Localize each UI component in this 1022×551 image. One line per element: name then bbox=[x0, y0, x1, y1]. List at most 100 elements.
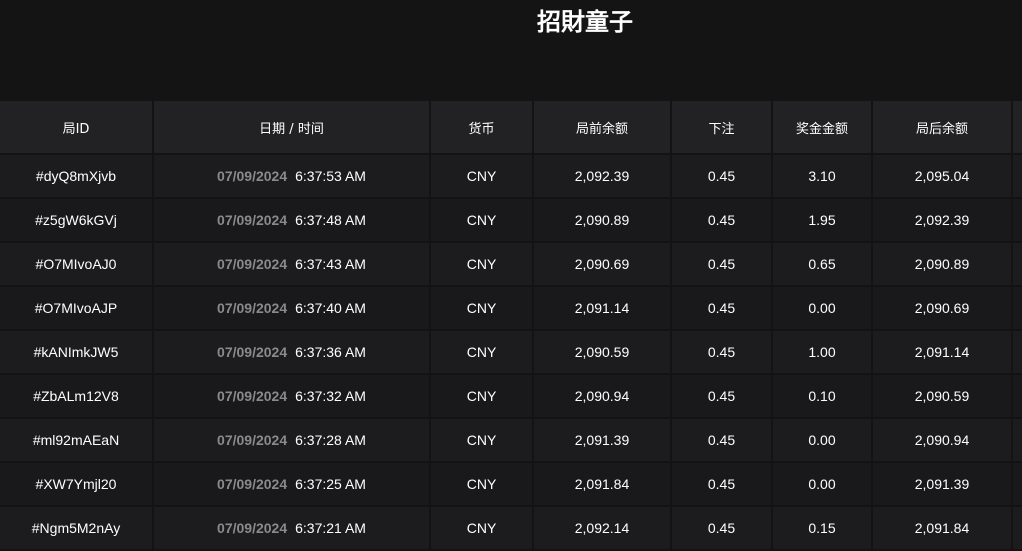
extra-cell bbox=[1012, 418, 1022, 463]
table-row[interactable]: #ZbALm12V8 07/09/2024 6:37:32 AM CNY 2,090.9… bbox=[0, 374, 1022, 419]
time: 6:37:48 AM bbox=[295, 212, 366, 228]
extra-cell bbox=[1012, 330, 1022, 375]
extra-cell bbox=[1012, 374, 1022, 419]
balance-before-cell: 2,091.84 bbox=[533, 462, 672, 507]
time: 6:37:32 AM bbox=[295, 388, 366, 404]
column-header-currency: 货币 bbox=[430, 101, 534, 155]
currency-cell: CNY bbox=[430, 506, 534, 551]
round-id-cell: #O7MIvoAJP bbox=[0, 286, 154, 331]
balance-before-cell: 2,090.89 bbox=[533, 198, 672, 243]
date-time-cell: 07/09/2024 6:37:43 AM bbox=[153, 242, 431, 287]
balance-after-cell: 2,092.39 bbox=[872, 198, 1013, 243]
table-row[interactable]: #dyQ8mXjvb 07/09/2024 6:37:53 AM CNY 2,092.3… bbox=[0, 154, 1022, 199]
date: 07/09/2024 bbox=[217, 388, 288, 404]
balance-after-cell: 2,091.84 bbox=[872, 506, 1013, 551]
balance-after-cell: 2,091.14 bbox=[872, 330, 1013, 375]
date: 07/09/2024 bbox=[217, 344, 288, 360]
date-time-cell: 07/09/2024 6:37:48 AM bbox=[153, 198, 431, 243]
win-amount-cell: 0.10 bbox=[772, 374, 873, 419]
column-header-balance-after: 局后余额 bbox=[872, 101, 1013, 155]
extra-cell bbox=[1012, 154, 1022, 199]
column-header-win-amount: 奖金金额 bbox=[772, 101, 873, 155]
page-title: 招財童子 bbox=[537, 8, 633, 36]
currency-cell: CNY bbox=[430, 198, 534, 243]
balance-after-cell: 2,091.39 bbox=[872, 462, 1013, 507]
win-amount-cell: 0.15 bbox=[772, 506, 873, 551]
column-header-round-id: 局ID bbox=[0, 101, 154, 155]
currency-cell: CNY bbox=[430, 286, 534, 331]
table-row[interactable]: #kANImkJW5 07/09/2024 6:37:36 AM CNY 2,090.5… bbox=[0, 330, 1022, 375]
table-header: 局ID 日期 / 时间 货币 局前余额 下注 奖金金额 局后余额 bbox=[0, 101, 1022, 155]
date: 07/09/2024 bbox=[217, 212, 288, 228]
currency-cell: CNY bbox=[430, 462, 534, 507]
date: 07/09/2024 bbox=[217, 432, 288, 448]
column-header-extra bbox=[1012, 101, 1022, 155]
time: 6:37:21 AM bbox=[295, 520, 366, 536]
bet-cell: 0.45 bbox=[671, 198, 773, 243]
currency-cell: CNY bbox=[430, 242, 534, 287]
balance-before-cell: 2,090.69 bbox=[533, 242, 672, 287]
round-id-cell: #z5gW6kGVj bbox=[0, 198, 154, 243]
balance-before-cell: 2,092.39 bbox=[533, 154, 672, 199]
table-row[interactable]: #XW7Ymjl20 07/09/2024 6:37:25 AM CNY 2,091.8… bbox=[0, 462, 1022, 507]
date: 07/09/2024 bbox=[217, 256, 288, 272]
bet-cell: 0.45 bbox=[671, 418, 773, 463]
bet-cell: 0.45 bbox=[671, 242, 773, 287]
balance-before-cell: 2,092.14 bbox=[533, 506, 672, 551]
win-amount-cell: 3.10 bbox=[772, 154, 873, 199]
round-id-cell: #ml92mAEaN bbox=[0, 418, 154, 463]
balance-before-cell: 2,091.39 bbox=[533, 418, 672, 463]
balance-before-cell: 2,091.14 bbox=[533, 286, 672, 331]
balance-before-cell: 2,090.59 bbox=[533, 330, 672, 375]
round-id-cell: #dyQ8mXjvb bbox=[0, 154, 154, 199]
balance-after-cell: 2,090.89 bbox=[872, 242, 1013, 287]
bet-cell: 0.45 bbox=[671, 154, 773, 199]
time: 6:37:40 AM bbox=[295, 300, 366, 316]
date: 07/09/2024 bbox=[217, 300, 288, 316]
round-id-cell: #ZbALm12V8 bbox=[0, 374, 154, 419]
date: 07/09/2024 bbox=[217, 168, 288, 184]
time: 6:37:28 AM bbox=[295, 432, 366, 448]
column-header-date-time: 日期 / 时间 bbox=[153, 101, 431, 155]
date-time-cell: 07/09/2024 6:37:28 AM bbox=[153, 418, 431, 463]
bet-cell: 0.45 bbox=[671, 330, 773, 375]
bet-cell: 0.45 bbox=[671, 462, 773, 507]
currency-cell: CNY bbox=[430, 418, 534, 463]
win-amount-cell: 0.00 bbox=[772, 418, 873, 463]
win-amount-cell: 0.00 bbox=[772, 286, 873, 331]
table-row[interactable]: #z5gW6kGVj 07/09/2024 6:37:48 AM CNY 2,090.8… bbox=[0, 198, 1022, 243]
extra-cell bbox=[1012, 506, 1022, 551]
round-id-cell: #kANImkJW5 bbox=[0, 330, 154, 375]
time: 6:37:43 AM bbox=[295, 256, 366, 272]
currency-cell: CNY bbox=[430, 330, 534, 375]
balance-after-cell: 2,090.69 bbox=[872, 286, 1013, 331]
balance-after-cell: 2,095.04 bbox=[872, 154, 1013, 199]
table-row[interactable]: #ml92mAEaN 07/09/2024 6:37:28 AM CNY 2,091.3… bbox=[0, 418, 1022, 463]
extra-cell bbox=[1012, 198, 1022, 243]
win-amount-cell: 0.00 bbox=[772, 462, 873, 507]
table-row[interactable]: #O7MIvoAJP 07/09/2024 6:37:40 AM CNY 2,091.1… bbox=[0, 286, 1022, 331]
win-amount-cell: 1.00 bbox=[772, 330, 873, 375]
column-header-bet: 下注 bbox=[671, 101, 773, 155]
win-amount-cell: 0.65 bbox=[772, 242, 873, 287]
bet-cell: 0.45 bbox=[671, 506, 773, 551]
time: 6:37:36 AM bbox=[295, 344, 366, 360]
table-row[interactable]: #Ngm5M2nAy 07/09/2024 6:37:21 AM CNY 2,092.1… bbox=[0, 506, 1022, 551]
table-row[interactable]: #O7MIvoAJ0 07/09/2024 6:37:43 AM CNY 2,090.6… bbox=[0, 242, 1022, 287]
extra-cell bbox=[1012, 242, 1022, 287]
balance-after-cell: 2,090.59 bbox=[872, 374, 1013, 419]
currency-cell: CNY bbox=[430, 374, 534, 419]
time: 6:37:53 AM bbox=[295, 168, 366, 184]
bet-cell: 0.45 bbox=[671, 374, 773, 419]
extra-cell bbox=[1012, 286, 1022, 331]
extra-cell bbox=[1012, 462, 1022, 507]
currency-cell: CNY bbox=[430, 154, 534, 199]
balance-after-cell: 2,090.94 bbox=[872, 418, 1013, 463]
date-time-cell: 07/09/2024 6:37:32 AM bbox=[153, 374, 431, 419]
bet-cell: 0.45 bbox=[671, 286, 773, 331]
time: 6:37:25 AM bbox=[295, 476, 366, 492]
balance-before-cell: 2,090.94 bbox=[533, 374, 672, 419]
date-time-cell: 07/09/2024 6:37:21 AM bbox=[153, 506, 431, 551]
date-time-cell: 07/09/2024 6:37:40 AM bbox=[153, 286, 431, 331]
date-time-cell: 07/09/2024 6:37:53 AM bbox=[153, 154, 431, 199]
